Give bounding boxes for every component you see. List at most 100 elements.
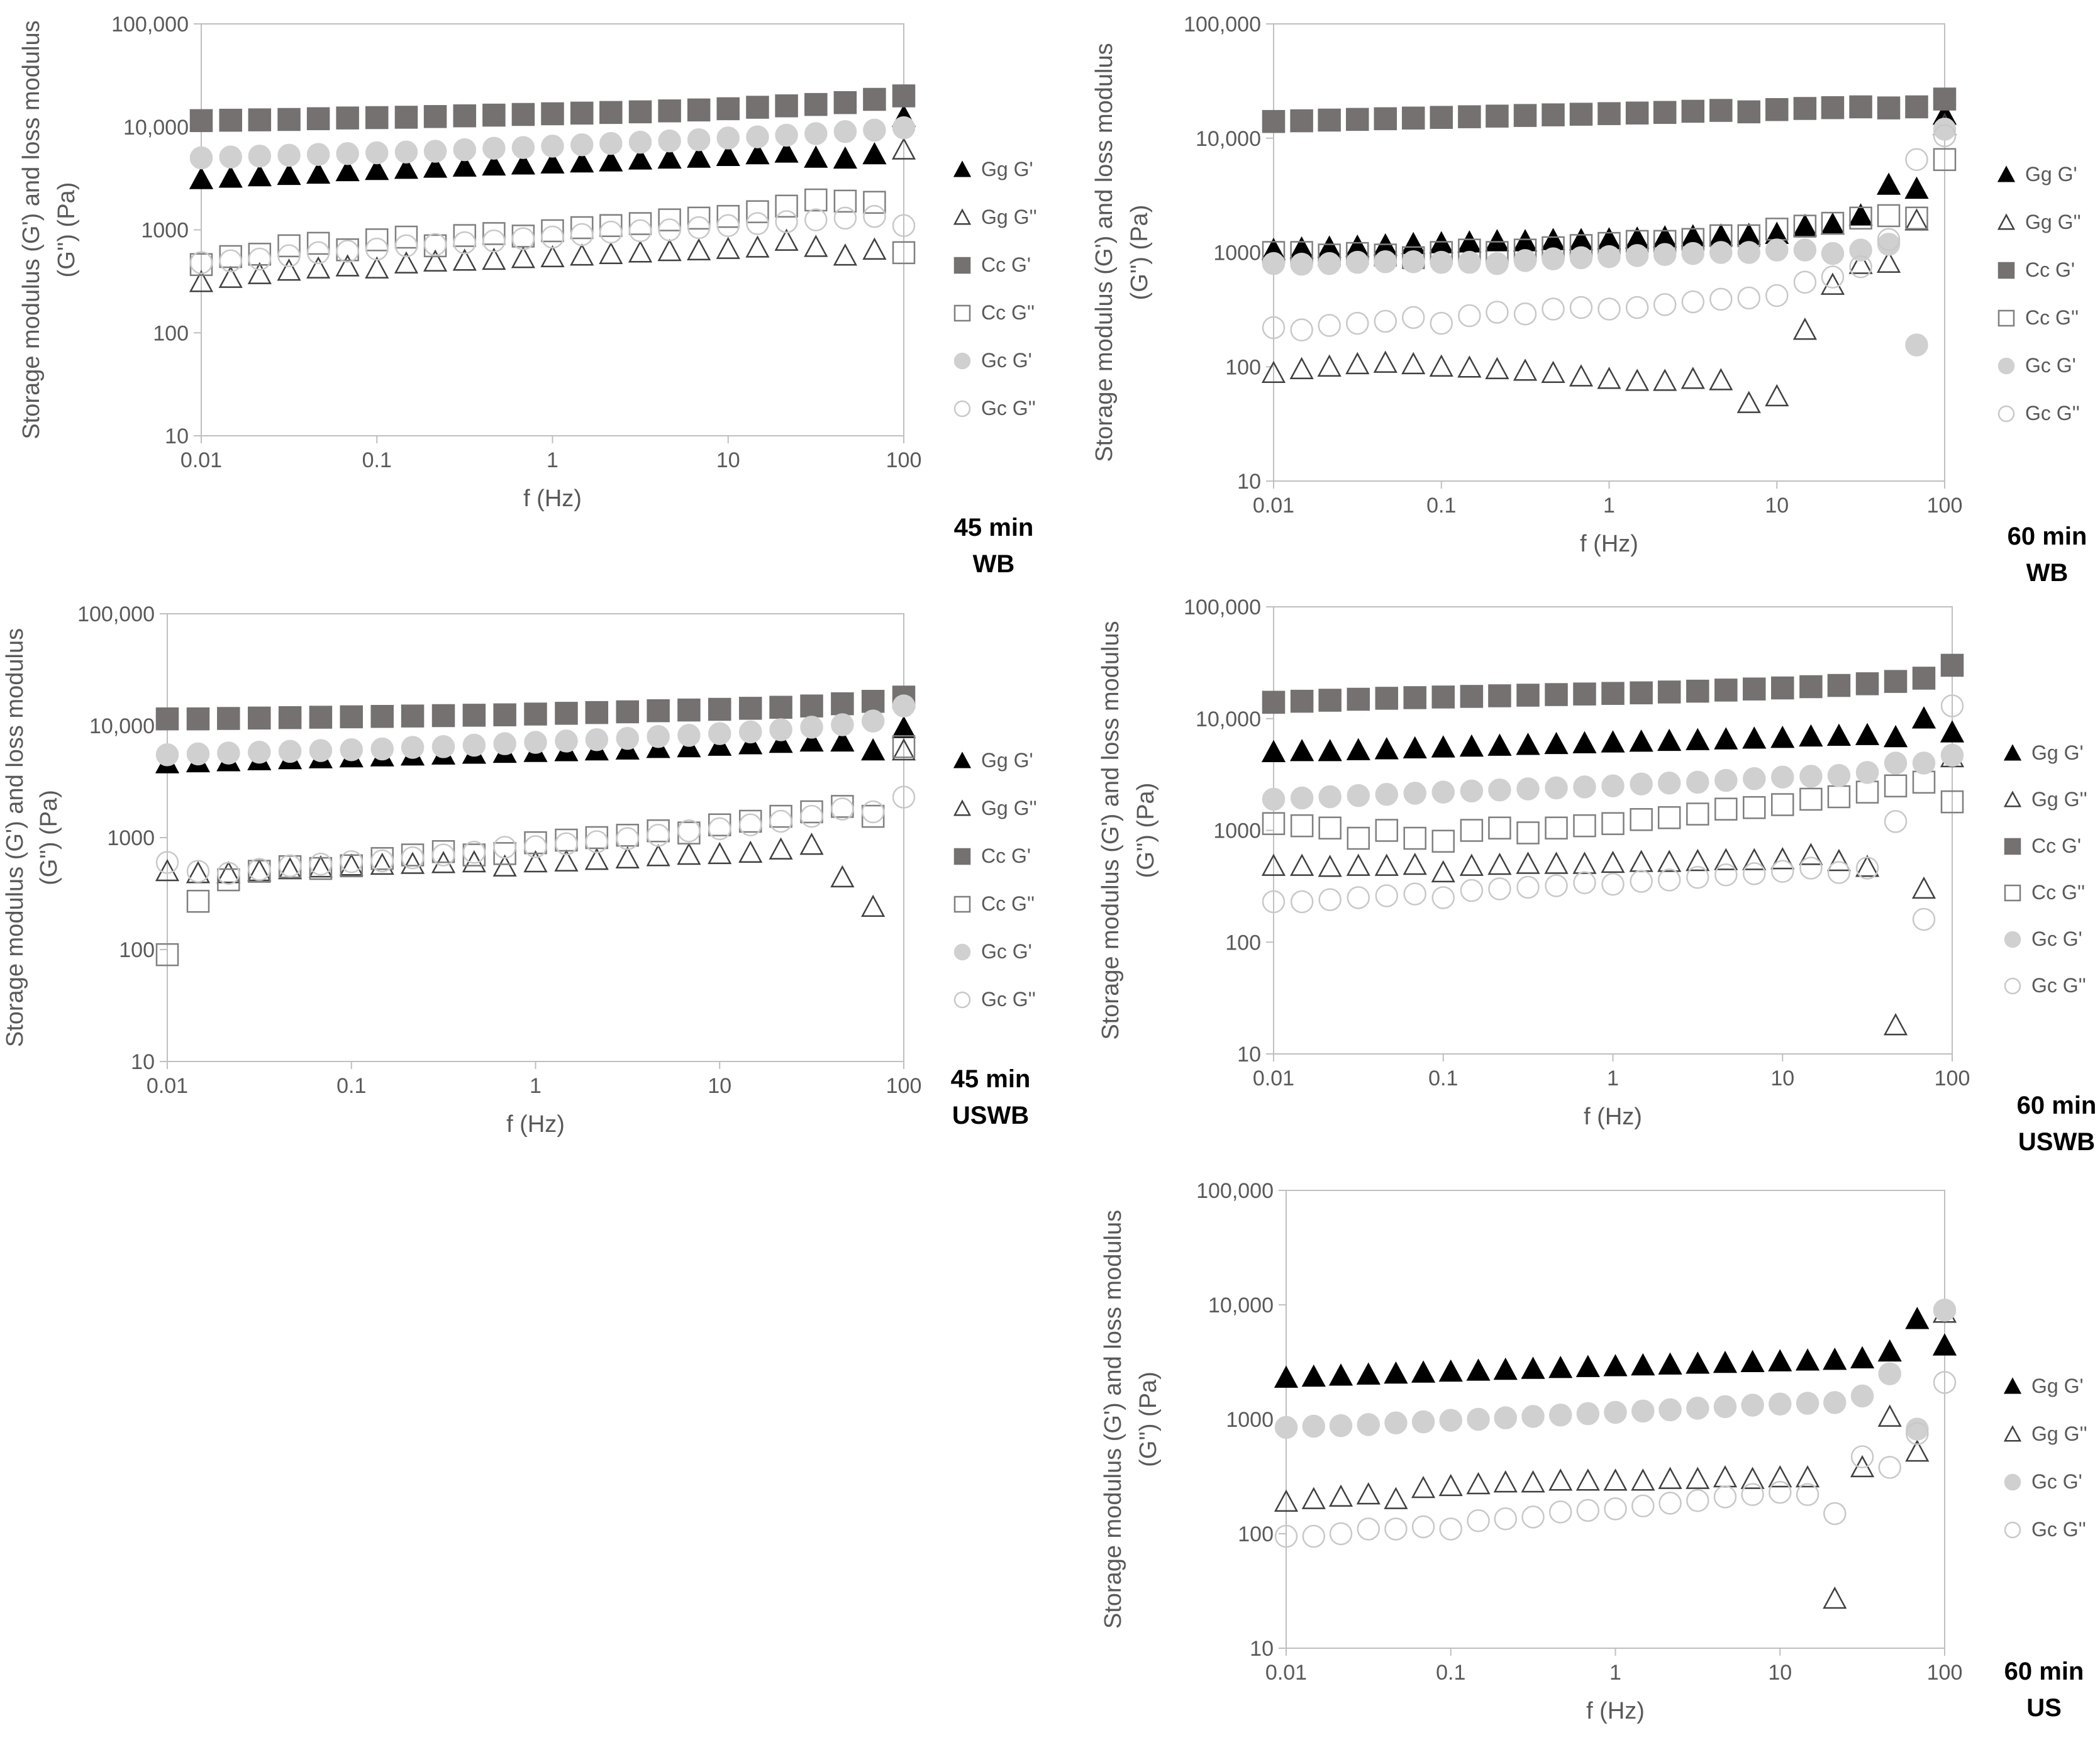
data-point-gc-gpp bbox=[1411, 1515, 1435, 1539]
data-point-gc-gpp bbox=[155, 851, 179, 874]
data-point-cc-gpp bbox=[1460, 819, 1484, 842]
data-point-gg-gpp bbox=[708, 841, 732, 865]
data-point-cc-gp bbox=[1458, 105, 1481, 128]
series-gc-gp bbox=[1274, 1299, 1957, 1441]
data-point-cc-gpp bbox=[1771, 793, 1794, 816]
data-point-gc-gp bbox=[1631, 1399, 1655, 1423]
data-point-gg-gpp bbox=[769, 837, 793, 860]
data-point-gc-gp bbox=[1290, 252, 1313, 276]
data-point-gg-gpp bbox=[1487, 852, 1512, 875]
data-point-cc-gpp bbox=[769, 804, 792, 828]
data-point-gg-gp bbox=[1301, 1364, 1326, 1387]
data-point-gg-gpp bbox=[1681, 367, 1705, 389]
data-point-gg-gpp bbox=[1328, 1484, 1353, 1507]
data-point-gc-gpp bbox=[248, 858, 271, 881]
x-tick-label: 0.01 bbox=[181, 448, 222, 472]
data-point-gc-gp bbox=[1569, 246, 1593, 270]
data-point-cc-gp bbox=[687, 98, 711, 122]
data-point-cc-gp bbox=[861, 690, 885, 713]
data-point-cc-gpp bbox=[863, 191, 886, 214]
legend-marker-gc-gp bbox=[2004, 931, 2021, 948]
data-point-cc-gpp bbox=[248, 860, 271, 883]
data-point-gg-gpp bbox=[774, 228, 799, 251]
data-point-gc-gpp bbox=[1318, 888, 1342, 911]
data-point-cc-gp bbox=[1486, 104, 1509, 128]
data-point-gc-gp bbox=[186, 742, 210, 766]
data-point-cc-gpp bbox=[186, 889, 210, 913]
data-point-cc-gp bbox=[423, 105, 447, 128]
data-point-cc-gpp bbox=[687, 206, 711, 230]
data-point-cc-gp bbox=[800, 694, 823, 718]
data-point-gg-gp bbox=[1459, 734, 1484, 757]
data-point-cc-gp bbox=[570, 101, 594, 125]
data-point-gg-gp bbox=[1346, 738, 1370, 760]
data-point-gc-gpp bbox=[1849, 255, 1872, 279]
data-point-cc-gp bbox=[1347, 687, 1370, 711]
data-point-cc-gp bbox=[189, 109, 213, 133]
data-point-gc-gp bbox=[524, 731, 547, 754]
data-point-gc-gpp bbox=[687, 216, 711, 240]
data-point-gg-gp bbox=[1686, 1351, 1710, 1374]
data-point-gc-gp bbox=[1513, 249, 1537, 272]
data-point-gc-gpp bbox=[1601, 872, 1625, 896]
data-point-gc-gp bbox=[1411, 1410, 1435, 1434]
data-point-gc-gp bbox=[1906, 1417, 1929, 1441]
data-point-cc-gp bbox=[746, 96, 769, 119]
data-point-gc-gp bbox=[219, 145, 242, 169]
y-tick-label: 100,000 bbox=[77, 602, 155, 626]
data-point-gc-gpp bbox=[570, 223, 594, 247]
x-axis-title: f (Hz) bbox=[1580, 531, 1638, 557]
data-point-gc-gpp bbox=[1467, 1509, 1490, 1532]
data-point-gg-gpp bbox=[1438, 1473, 1463, 1497]
data-point-cc-gpp bbox=[1375, 819, 1399, 842]
data-point-cc-gpp bbox=[1793, 214, 1817, 238]
data-point-gc-gpp bbox=[1458, 304, 1481, 328]
data-point-gc-gpp bbox=[555, 832, 578, 856]
data-point-gc-gp bbox=[1375, 782, 1399, 806]
data-point-gc-gp bbox=[278, 740, 302, 763]
data-point-gg-gpp bbox=[1541, 360, 1565, 384]
data-point-gc-gpp bbox=[189, 251, 213, 274]
data-point-gg-gpp bbox=[1261, 360, 1286, 384]
data-point-cc-gp bbox=[1516, 684, 1540, 707]
data-point-gg-gpp bbox=[1548, 1468, 1573, 1491]
data-point-gc-gp bbox=[769, 718, 792, 741]
data-point-gg-gpp bbox=[1401, 352, 1426, 375]
panel-caption-time: 45 min bbox=[951, 1065, 1031, 1093]
legend-label: Cc G'' bbox=[2025, 306, 2079, 329]
data-point-gg-gp bbox=[306, 161, 331, 184]
panel-caption-treatment: USWB bbox=[2018, 1128, 2095, 1156]
data-point-gg-gpp bbox=[1603, 1468, 1628, 1491]
data-point-gg-gp bbox=[1544, 731, 1569, 755]
data-point-cc-gpp bbox=[1912, 770, 1936, 794]
data-point-gg-gpp bbox=[1657, 850, 1682, 872]
data-point-gg-gp bbox=[1713, 1350, 1738, 1373]
series-cc-gp bbox=[1262, 653, 1964, 714]
data-point-gg-gpp bbox=[1572, 851, 1597, 874]
data-point-gc-gpp bbox=[248, 247, 272, 271]
data-point-gc-gpp bbox=[769, 809, 792, 833]
data-point-gc-gp bbox=[1657, 772, 1681, 795]
data-point-cc-gpp bbox=[1849, 206, 1872, 230]
data-point-cc-gp bbox=[892, 84, 916, 108]
data-point-gg-gpp bbox=[1544, 851, 1569, 874]
data-point-gc-gpp bbox=[1569, 296, 1593, 319]
data-point-gc-gp bbox=[1439, 1409, 1462, 1432]
data-point-gg-gpp bbox=[799, 833, 824, 855]
data-point-gc-gp bbox=[365, 141, 389, 165]
data-point-gc-gp bbox=[1658, 1398, 1682, 1422]
data-point-gc-gpp bbox=[1357, 1517, 1381, 1541]
data-point-gc-gp bbox=[453, 138, 477, 162]
series-cc-gpp bbox=[189, 188, 916, 276]
data-point-cc-gp bbox=[1597, 102, 1621, 125]
series-cc-gp bbox=[155, 685, 916, 731]
x-tick-label: 1 bbox=[530, 1074, 542, 1098]
data-point-gg-gpp bbox=[1521, 1470, 1545, 1493]
data-point-cc-gpp bbox=[1601, 812, 1625, 835]
data-point-gc-gpp bbox=[277, 244, 301, 267]
data-point-cc-gpp bbox=[1905, 206, 1928, 230]
data-point-gc-gp bbox=[746, 125, 769, 148]
data-point-gc-gpp bbox=[616, 827, 640, 850]
legend-label: Gg G'' bbox=[2031, 788, 2087, 811]
data-point-gg-gpp bbox=[1686, 1466, 1710, 1489]
